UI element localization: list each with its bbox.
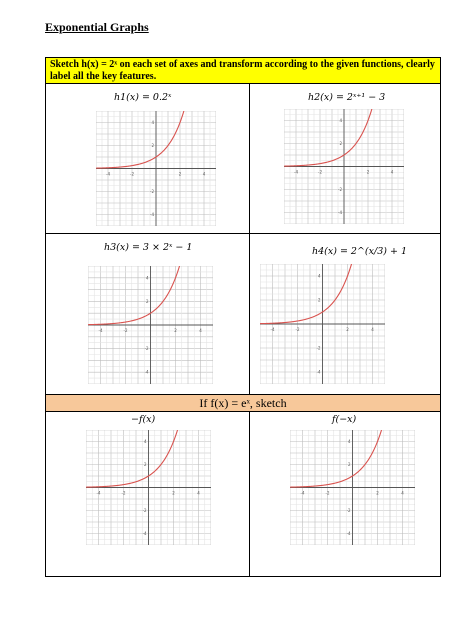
y-tick-label: 4 [318,274,321,279]
x-tick-label: 2 [376,491,379,496]
x-tick-label: 2 [172,491,175,496]
table-divider-h1 [46,233,440,234]
exponential-curve [290,430,383,488]
y-tick-label: 4 [146,275,149,280]
x-tick-label: 4 [203,172,206,177]
graph-plot[interactable]: -4 -2 2 4 4 2 -2 -4 [290,430,415,545]
y-tick-label: -2 [145,346,149,351]
y-tick-label: -4 [347,531,351,536]
cell-h3: h3(x) = 3 × 2ˣ − 1 -4 -2 2 4 4 2 -2 -4 [46,234,249,394]
y-tick-label: 2 [144,462,147,467]
y-tick-label: 2 [318,298,321,303]
exponential-curve [96,111,185,169]
y-tick-label: -4 [145,370,149,375]
worksheet-table: Sketch h(x) = 2ˣ on each set of axes and… [45,57,441,577]
x-tick-label: 2 [346,327,349,332]
function-label: −f(x) [131,414,156,425]
x-tick-label: -2 [124,328,128,333]
x-tick-label: -4 [301,491,305,496]
function-label: h1(x) = 0.2ˣ [114,92,172,103]
graph-plot[interactable]: -4 -2 2 4 4 2 -2 -4 [284,109,404,224]
page-title: Exponential Graphs [45,20,149,34]
table-divider-v2 [249,412,250,576]
y-tick-label: 2 [339,141,342,146]
cell-h1: h1(x) = 0.2ˣ -4 -2 2 4 4 2 -2 -4 [46,84,249,233]
function-label: h3(x) = 3 × 2ˣ − 1 [104,242,193,253]
y-tick-label: 4 [348,439,351,444]
y-tick-label: -4 [143,531,147,536]
graph-plot[interactable]: -4 -2 2 4 4 2 -2 -4 [260,264,385,384]
cell-h2: h2(x) = 2ˣ⁺¹ − 3 -4 -2 2 4 4 2 -2 -4 [250,84,440,233]
y-tick-label: -2 [347,508,351,513]
x-tick-label: -4 [271,327,275,332]
section-heading: If f(x) = eˣ, sketch [46,394,440,412]
y-tick-label: 4 [339,118,342,123]
graph-plot[interactable]: -4 -2 2 4 4 2 -2 -4 [86,430,211,545]
x-tick-label: 2 [179,172,182,177]
y-tick-label: 4 [151,120,154,125]
x-tick-label: -4 [106,172,110,177]
y-tick-label: -2 [317,346,321,351]
x-tick-label: 4 [199,328,202,333]
graph-plot[interactable]: -4 -2 2 4 4 2 -2 -4 [88,266,213,384]
exponential-curve [284,109,373,167]
cell-h4: h4(x) = 2^(x/3) + 1 -4 -2 2 4 4 2 -2 -4 [250,234,440,394]
exponential-curve [86,430,179,488]
y-tick-label: 2 [348,462,351,467]
y-tick-label: -2 [338,187,342,192]
x-tick-label: 2 [367,170,370,175]
table-divider-v1 [249,84,250,394]
cell-neg-f: −f(x) -4 -2 2 4 4 2 -2 -4 [46,412,249,576]
function-label: f(−x) [332,414,357,425]
x-tick-label: -2 [326,491,330,496]
x-tick-label: 4 [391,170,394,175]
instruction-banner: Sketch h(x) = 2ˣ on each set of axes and… [46,58,440,84]
x-tick-label: -4 [97,491,101,496]
x-tick-label: -2 [318,170,322,175]
y-tick-label: -4 [338,210,342,215]
x-tick-label: 4 [371,327,374,332]
x-tick-label: -4 [294,170,298,175]
y-tick-label: 2 [146,299,149,304]
graph-plot[interactable]: -4 -2 2 4 4 2 -2 -4 [96,111,216,226]
x-tick-label: -2 [130,172,134,177]
x-tick-label: 4 [401,491,404,496]
function-label: h2(x) = 2ˣ⁺¹ − 3 [308,92,386,103]
y-tick-label: 2 [151,143,154,148]
x-tick-label: -4 [99,328,103,333]
function-label: h4(x) = 2^(x/3) + 1 [312,246,407,257]
x-tick-label: -2 [122,491,126,496]
y-tick-label: -2 [150,189,154,194]
x-tick-label: 4 [197,491,200,496]
x-tick-label: 2 [174,328,177,333]
cell-f-neg-x: f(−x) -4 -2 2 4 4 2 -2 -4 [250,412,440,576]
y-tick-label: -4 [317,370,321,375]
exponential-curve [88,266,181,326]
x-tick-label: -2 [296,327,300,332]
y-tick-label: -4 [150,212,154,217]
exponential-curve [260,264,353,325]
y-tick-label: -2 [143,508,147,513]
y-tick-label: 4 [144,439,147,444]
